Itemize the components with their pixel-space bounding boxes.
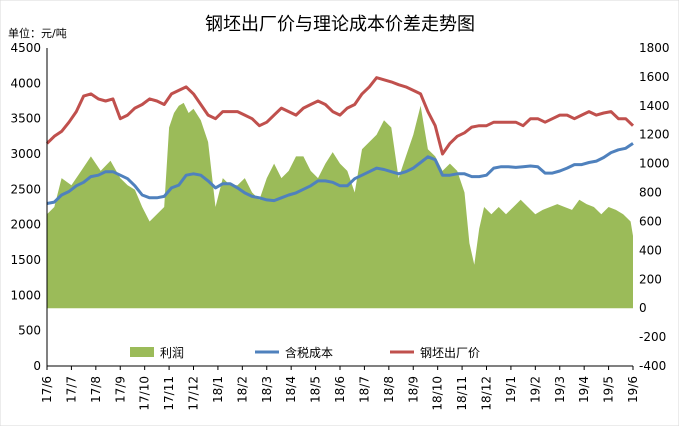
right-tick-label: 1800	[639, 41, 670, 55]
x-tick-label: 19/6	[626, 376, 640, 403]
unit-label: 单位：元/吨	[8, 26, 67, 40]
right-tick-label: 200	[639, 272, 662, 286]
right-tick-label: 800	[639, 186, 662, 200]
x-tick-label: 18/2	[235, 376, 249, 403]
x-tick-label: 17/9	[113, 376, 127, 403]
x-tick-label: 18/10	[431, 376, 445, 411]
left-tick-label: 2500	[10, 182, 41, 196]
left-tick-label: 3000	[10, 147, 41, 161]
left-tick-label: 1000	[10, 288, 41, 302]
x-tick-label: 18/6	[333, 376, 347, 403]
legend-item-profit-swatch	[130, 347, 154, 357]
series-area-profit	[47, 102, 633, 309]
right-tick-label: 0	[639, 301, 647, 315]
chart-title: 钢坯出厂价与理论成本价差走势图	[205, 14, 475, 35]
x-tick-label: 17/12	[187, 376, 201, 411]
x-tick-label: 17/10	[138, 376, 152, 411]
x-tick-label: 17/11	[162, 376, 176, 411]
x-tick-label: 18/4	[284, 376, 298, 403]
series-line-price	[45, 76, 635, 156]
right-tick-label: 600	[639, 214, 662, 228]
x-tick-label: 19/5	[602, 376, 616, 403]
x-tick-label: 19/4	[577, 376, 591, 403]
right-tick-label: 400	[639, 243, 662, 257]
left-tick-label: 3500	[10, 112, 41, 126]
x-tick-label: 19/2	[528, 376, 542, 403]
x-tick-label: 18/9	[406, 376, 420, 403]
left-tick-label: 2000	[10, 218, 41, 232]
right-tick-label: -400	[639, 359, 666, 373]
left-tick-label: 4000	[10, 76, 41, 90]
left-tick-label: 500	[18, 324, 41, 338]
legend-item-cost-label: 含税成本	[285, 345, 333, 360]
x-tick-label: 18/1	[211, 376, 225, 403]
legend-item-profit-label: 利润	[160, 346, 184, 360]
right-tick-label: 1200	[639, 128, 670, 142]
left-tick-label: 0	[33, 359, 41, 373]
legend-item-price-label: 钢坯出厂价	[420, 346, 480, 360]
x-tick-label: 17/8	[89, 376, 103, 403]
axes: 050010001500200025003000350040004500-400…	[10, 41, 669, 411]
right-tick-label: 1600	[639, 70, 670, 84]
left-tick-label: 4500	[10, 41, 41, 55]
right-tick-label: -200	[639, 330, 666, 344]
left-tick-label: 1500	[10, 253, 41, 267]
x-tick-label: 18/5	[309, 376, 323, 403]
x-tick-label: 17/7	[64, 376, 78, 403]
x-tick-label: 18/11	[455, 376, 469, 411]
x-tick-label: 19/1	[504, 376, 518, 403]
x-tick-label: 17/6	[40, 376, 54, 403]
x-tick-label: 18/3	[260, 376, 274, 403]
series-line-cost	[46, 142, 634, 205]
right-tick-label: 1400	[639, 99, 670, 113]
plot-area	[45, 76, 635, 309]
x-tick-label: 18/12	[480, 376, 494, 411]
right-tick-label: 1000	[639, 157, 670, 171]
x-tick-label: 19/3	[553, 376, 567, 403]
x-tick-label: 18/8	[382, 376, 396, 403]
legend: 利润 含税成本 钢坯出厂价	[130, 345, 480, 360]
x-tick-label: 18/7	[357, 376, 371, 403]
